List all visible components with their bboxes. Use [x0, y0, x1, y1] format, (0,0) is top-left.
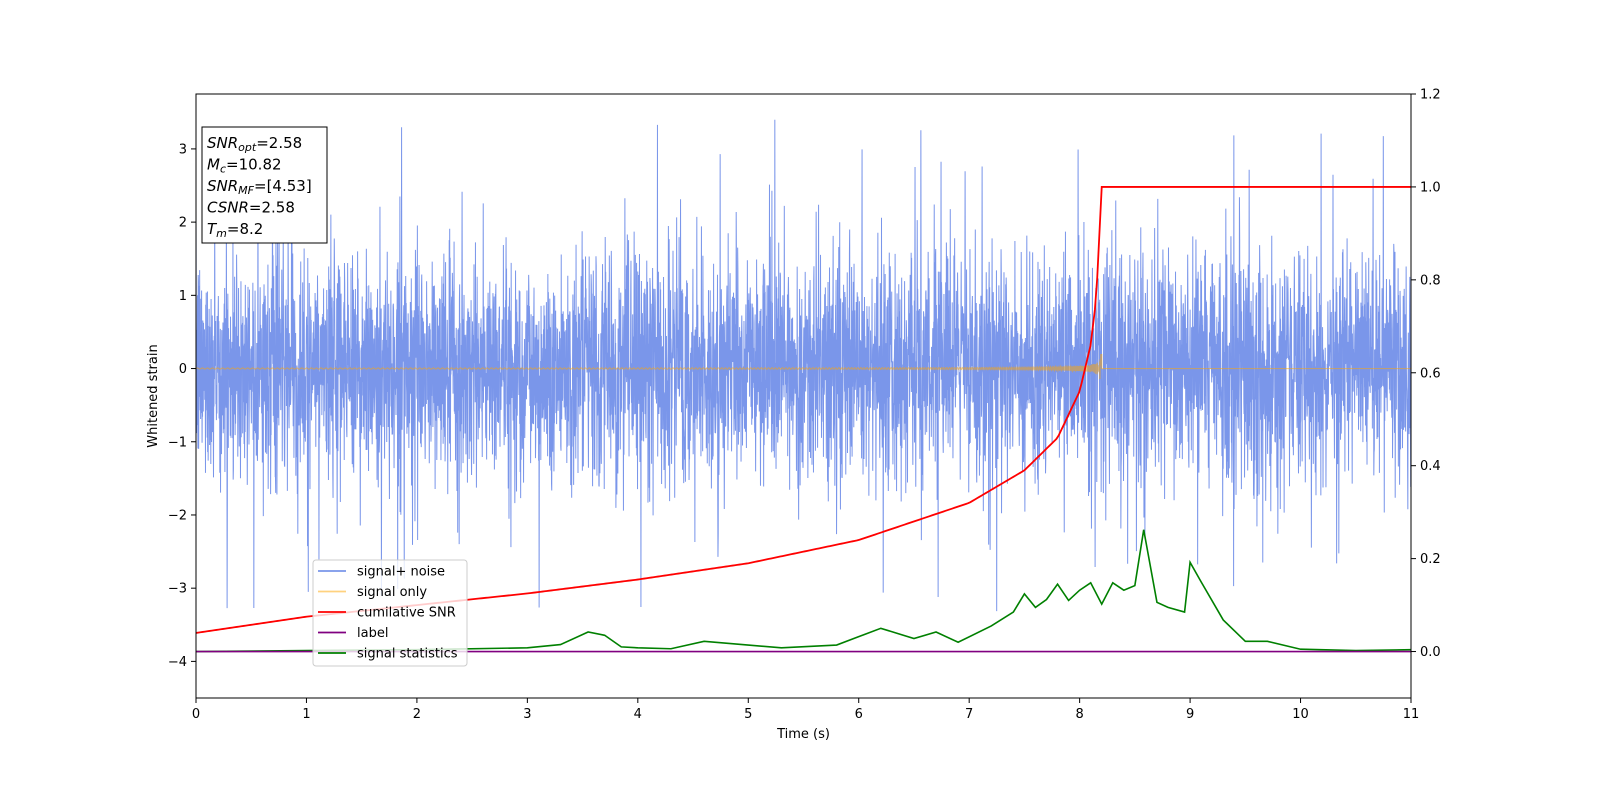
y2-tick-label: 1.0: [1420, 180, 1441, 195]
y2-tick-label: 0.8: [1420, 273, 1441, 288]
info-tm: Tm=8.2: [207, 220, 263, 240]
legend-entry: signal only: [357, 585, 427, 600]
y2-tick-label: 0.4: [1420, 459, 1441, 474]
y-tick-label: 0: [179, 362, 187, 377]
x-tick-label: 10: [1292, 707, 1309, 722]
x-tick-label: 3: [523, 707, 531, 722]
y-tick-label: −1: [168, 435, 187, 450]
x-tick-label: 1: [302, 707, 310, 722]
legend-entry: label: [357, 626, 388, 641]
y-tick-label: 3: [179, 142, 187, 157]
info-csnr: CSNR=2.58: [207, 199, 295, 217]
noise-line: [196, 119, 1411, 612]
y-tick-label: −3: [168, 582, 187, 597]
y2-tick-label: 0.0: [1420, 645, 1441, 660]
series-signal-plus-noise: [196, 119, 1411, 612]
info-snr-opt: SNRopt=2.58: [207, 134, 302, 154]
x-tick-label: 7: [965, 707, 973, 722]
info-box-frame: [201, 126, 328, 244]
x-tick-label: 2: [413, 707, 421, 722]
y-tick-label: 1: [179, 289, 187, 304]
legend-entry: cumilative SNR: [357, 606, 456, 621]
x-tick-label: 0: [192, 707, 200, 722]
x-tick-label: 5: [744, 707, 752, 722]
legend-entry: signal statistics: [357, 647, 458, 662]
info-snr-mf: SNRMF=[4.53]: [207, 177, 312, 197]
x-tick-label: 9: [1186, 707, 1194, 722]
legend: signal+ noise signal only cumilative SNR la…: [312, 559, 468, 667]
y-tick-label: 2: [179, 216, 187, 231]
x-tick-label: 11: [1403, 707, 1420, 722]
series-signal-statistics: [195, 529, 1412, 653]
y-axis-left: −4 −3 −2 −1 0 1 2 3: [168, 142, 196, 670]
plot-border: [195, 93, 1412, 699]
legend-entry: signal+ noise: [357, 565, 445, 580]
y2-tick-label: 0.2: [1420, 552, 1441, 567]
y-axis-right: 0.0 0.2 0.4 0.6 0.8 1.0 1.2: [1411, 88, 1441, 660]
legend-frame: [312, 559, 468, 667]
x-tick-label: 6: [855, 707, 863, 722]
line: [195, 529, 1412, 653]
series-signal-only: [196, 353, 1411, 380]
signal-line: [196, 353, 1411, 380]
y-axis-label: Whitened strain: [146, 344, 161, 447]
info-mc: Mc=10.82: [207, 156, 282, 176]
x-tick-label: 4: [634, 707, 642, 722]
x-axis-label: Time (s): [776, 727, 830, 742]
y2-tick-label: 0.6: [1420, 366, 1441, 381]
axes-frame: [195, 93, 1412, 699]
y-tick-label: −4: [168, 655, 187, 670]
y-tick-label: −2: [168, 508, 187, 523]
y2-tick-label: 1.2: [1420, 88, 1441, 103]
x-tick-label: 8: [1075, 707, 1083, 722]
x-axis: 0 1 2 3 4 5 6 7 8 9 10 11: [192, 698, 1419, 722]
